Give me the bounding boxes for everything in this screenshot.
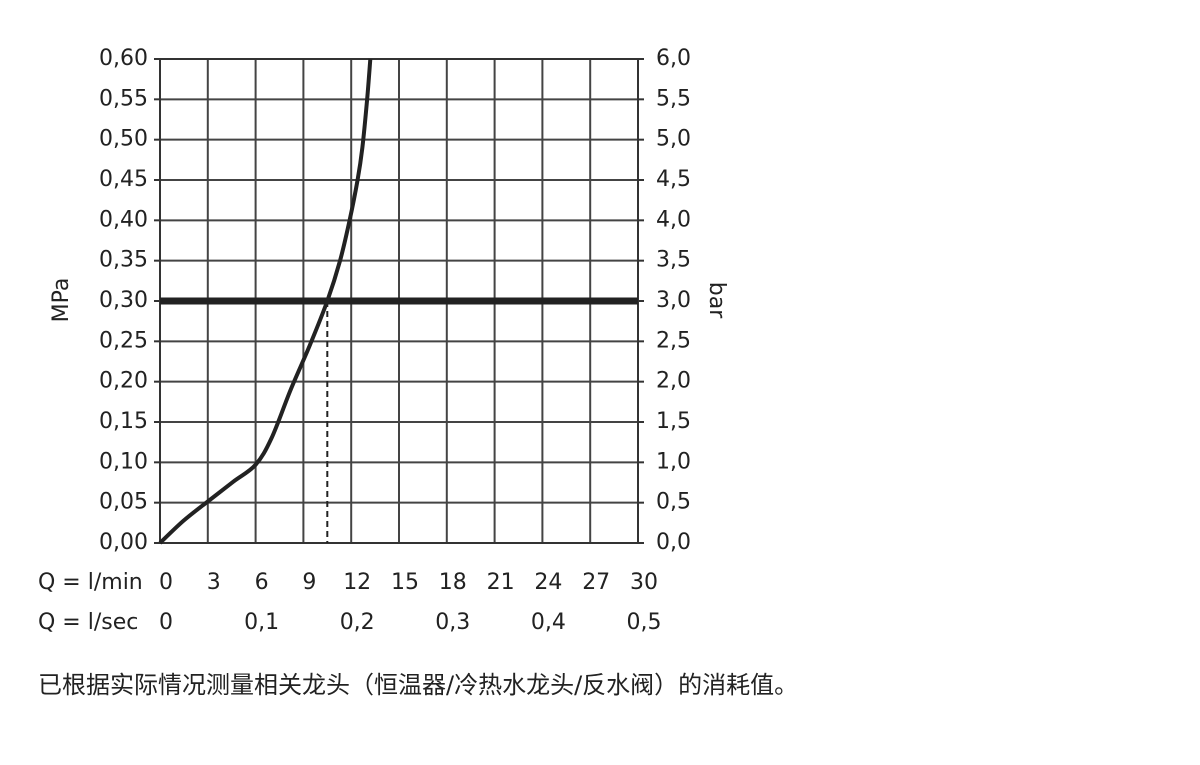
x-tick-label: 3 xyxy=(207,570,221,595)
y-tick-label: 0,40 xyxy=(99,207,148,232)
x2-tick-label: 0,4 xyxy=(531,610,566,635)
caption: 已根据实际情况测量相关龙头（恒温器/冷热水龙头/反水阀）的消耗值。 xyxy=(38,671,798,699)
x2-tick-label: 0,5 xyxy=(627,610,662,635)
y2-tick-label: 4,5 xyxy=(656,167,691,192)
x-tick-label: 30 xyxy=(630,570,658,595)
y-tick-label: 0,30 xyxy=(99,288,148,313)
y2-tick-label: 1,0 xyxy=(656,449,691,474)
y-tick-label: 0,00 xyxy=(99,530,148,555)
x-tick-label: 27 xyxy=(582,570,610,595)
y-tick-label: 0,55 xyxy=(99,86,148,111)
y-tick-label: 0,20 xyxy=(99,369,148,394)
y2-tick-label: 3,5 xyxy=(656,248,691,273)
x2-tick-label: 0,3 xyxy=(435,610,470,635)
x-tick-label: 6 xyxy=(255,570,269,595)
y2-tick-label: 4,0 xyxy=(656,207,691,232)
y-tick-label: 0,15 xyxy=(99,409,148,434)
y-tick-label: 0,35 xyxy=(99,248,148,273)
y2-tick-label: 3,0 xyxy=(656,288,691,313)
y-tick-label: 0,50 xyxy=(99,127,148,152)
x-tick-label: 15 xyxy=(391,570,419,595)
x2-axis-label: Q = l/sec xyxy=(38,610,138,635)
x-tick-label: 18 xyxy=(439,570,467,595)
y2-tick-label: 2,5 xyxy=(656,328,691,353)
y2-tick-label: 6,0 xyxy=(656,46,691,71)
x-axis-label: Q = l/min xyxy=(38,570,143,595)
y2-tick-label: 0,5 xyxy=(656,490,691,515)
y2-tick-label: 5,5 xyxy=(656,86,691,111)
x-tick-label: 21 xyxy=(487,570,515,595)
x-tick-label: 24 xyxy=(534,570,562,595)
flow-curve xyxy=(158,58,373,545)
x2-tick-label: 0,2 xyxy=(340,610,375,635)
y2-tick-label: 0,0 xyxy=(656,530,691,555)
y-tick-label: 0,25 xyxy=(99,328,148,353)
y2-tick-label: 2,0 xyxy=(656,369,691,394)
x2-tick-label: 0 xyxy=(159,610,173,635)
y2-axis-label: bar xyxy=(704,282,729,319)
y-tick-label: 0,10 xyxy=(99,449,148,474)
x2-tick-label: 0,1 xyxy=(244,610,279,635)
x-tick-label: 12 xyxy=(343,570,371,595)
y-tick-label: 0,45 xyxy=(99,167,148,192)
y2-tick-label: 1,5 xyxy=(656,409,691,434)
y-axis-label: MPa xyxy=(49,278,74,323)
y-tick-label: 0,60 xyxy=(99,46,148,71)
x-tick-label: 0 xyxy=(159,570,173,595)
x-tick-label: 9 xyxy=(302,570,316,595)
y-tick-label: 0,05 xyxy=(99,490,148,515)
y2-tick-label: 5,0 xyxy=(656,127,691,152)
